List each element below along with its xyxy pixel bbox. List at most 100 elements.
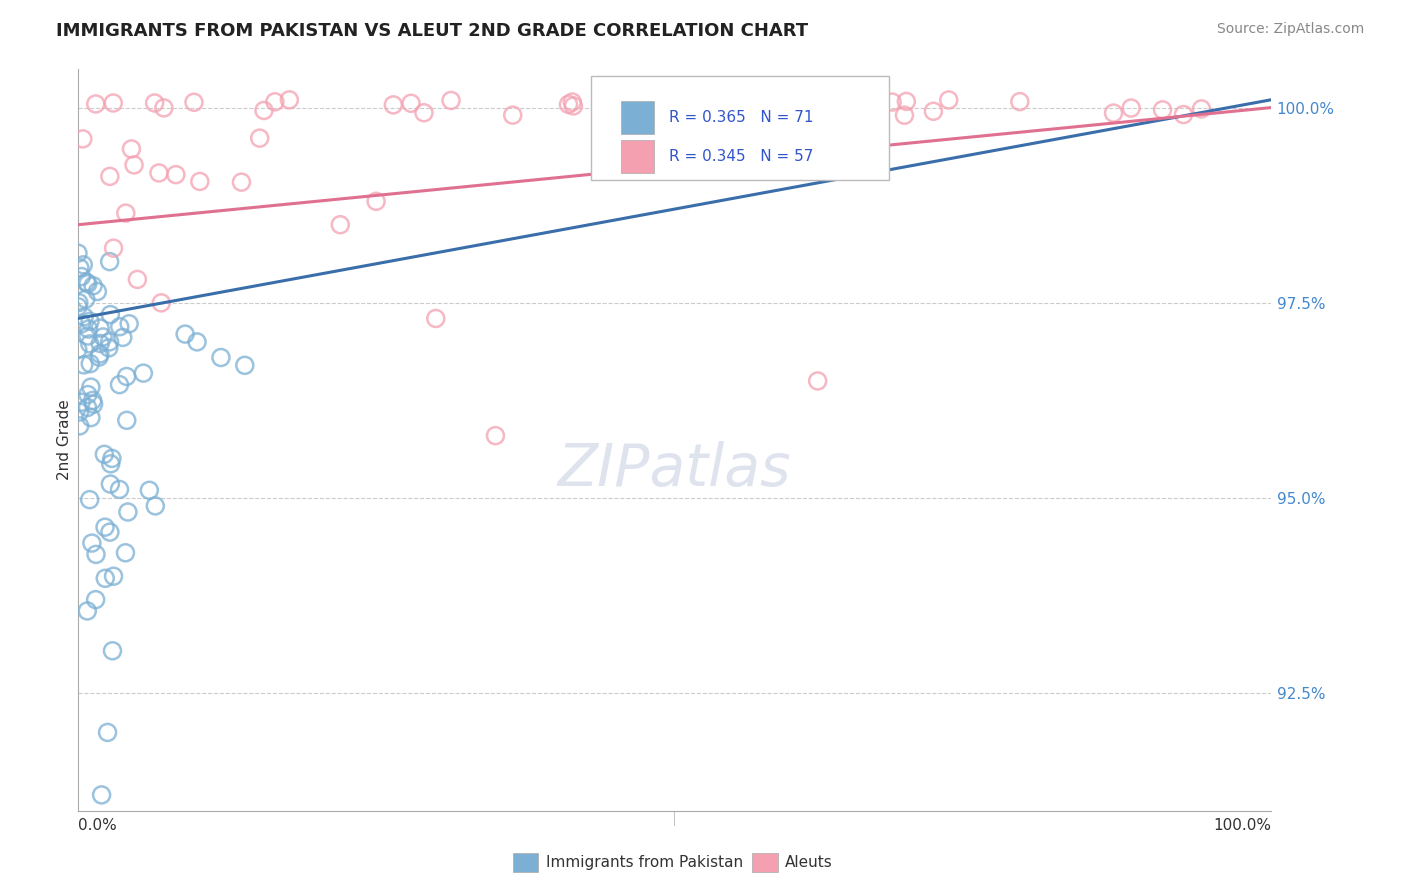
Point <box>76 401 98 415</box>
Point <box>896 95 918 109</box>
Point <box>249 131 271 145</box>
Point <box>98 254 121 268</box>
Point <box>100 457 122 471</box>
FancyBboxPatch shape <box>621 140 654 173</box>
Point <box>103 241 125 255</box>
Point <box>69 405 91 419</box>
Point <box>1152 103 1174 117</box>
Point <box>114 206 136 220</box>
Point <box>66 343 89 357</box>
Point <box>744 108 766 122</box>
Point <box>97 341 120 355</box>
Point <box>484 428 506 442</box>
Text: IMMIGRANTS FROM PAKISTAN VS ALEUT 2ND GRADE CORRELATION CHART: IMMIGRANTS FROM PAKISTAN VS ALEUT 2ND GR… <box>56 22 808 40</box>
Point <box>621 102 644 116</box>
Point <box>76 604 98 618</box>
Point <box>98 308 121 322</box>
Point <box>150 296 173 310</box>
Point <box>83 397 105 411</box>
Point <box>117 505 139 519</box>
Point <box>209 351 232 365</box>
Point <box>1121 101 1143 115</box>
Point <box>101 451 124 466</box>
Point <box>72 258 94 272</box>
Point <box>413 105 436 120</box>
Point <box>807 374 830 388</box>
Point <box>1191 102 1213 116</box>
Point <box>108 377 131 392</box>
Text: Source: ZipAtlas.com: Source: ZipAtlas.com <box>1216 22 1364 37</box>
Point <box>127 272 149 286</box>
Point <box>148 166 170 180</box>
Point <box>922 104 945 119</box>
Point <box>143 95 166 110</box>
Point <box>114 546 136 560</box>
Point <box>93 447 115 461</box>
Point <box>138 483 160 498</box>
Point <box>647 96 669 111</box>
Point <box>938 93 960 107</box>
Text: Immigrants from Pakistan: Immigrants from Pakistan <box>546 855 742 870</box>
Point <box>87 350 110 364</box>
Point <box>101 644 124 658</box>
Point <box>89 336 111 351</box>
Text: 100.0%: 100.0% <box>1213 818 1271 833</box>
Point <box>84 97 107 112</box>
Point <box>73 310 96 324</box>
Point <box>765 96 787 111</box>
Point <box>90 788 112 802</box>
Point <box>98 334 121 349</box>
Point <box>76 277 98 291</box>
Point <box>79 492 101 507</box>
Point <box>278 93 301 107</box>
Point <box>75 275 97 289</box>
Point <box>98 477 121 491</box>
Text: R = 0.345   N = 57: R = 0.345 N = 57 <box>668 149 813 164</box>
Point <box>122 158 145 172</box>
Point <box>86 285 108 299</box>
Point <box>118 317 141 331</box>
FancyBboxPatch shape <box>621 101 654 134</box>
Point <box>233 359 256 373</box>
Point <box>94 520 117 534</box>
Point <box>796 108 818 122</box>
Point <box>231 175 253 189</box>
Point <box>557 97 579 112</box>
Point <box>440 94 463 108</box>
Point <box>69 260 91 275</box>
Point <box>893 108 915 122</box>
Point <box>651 94 673 108</box>
Point <box>77 329 100 343</box>
Point <box>70 269 93 284</box>
Point <box>82 393 104 408</box>
Point <box>98 169 121 184</box>
Point <box>679 94 702 108</box>
Point <box>73 358 96 372</box>
Text: R = 0.365   N = 71: R = 0.365 N = 71 <box>668 110 813 125</box>
Point <box>66 300 89 314</box>
Point <box>79 357 101 371</box>
Point <box>84 547 107 561</box>
Point <box>80 536 103 550</box>
Point <box>91 330 114 344</box>
Point <box>329 218 352 232</box>
Point <box>165 168 187 182</box>
Point <box>76 387 98 401</box>
Point <box>1173 107 1195 121</box>
Point <box>253 103 276 118</box>
Point <box>174 327 197 342</box>
Point <box>84 592 107 607</box>
Point <box>70 395 93 409</box>
Point <box>79 314 101 328</box>
Point <box>80 410 103 425</box>
Text: 0.0%: 0.0% <box>77 818 117 833</box>
Point <box>264 95 287 109</box>
Point <box>98 525 121 540</box>
Point <box>79 336 101 351</box>
Point <box>186 334 208 349</box>
Point <box>183 95 205 110</box>
Point <box>69 418 91 433</box>
Point <box>97 725 120 739</box>
Point <box>108 483 131 497</box>
Point <box>143 499 166 513</box>
